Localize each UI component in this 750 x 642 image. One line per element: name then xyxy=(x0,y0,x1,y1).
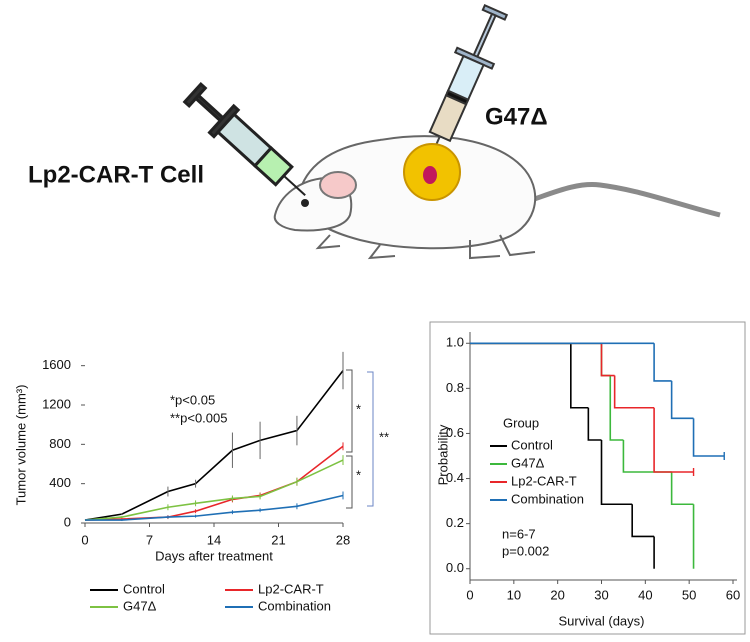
legend-label: Control xyxy=(123,581,165,596)
annotation: p=0.002 xyxy=(502,543,549,558)
y-tick-label: 1600 xyxy=(42,357,71,372)
annotation: *p<0.05 xyxy=(170,392,215,407)
legend-label: Lp2-CAR-T xyxy=(258,581,324,596)
annotation: n=6-7 xyxy=(502,526,536,541)
series-line xyxy=(84,459,344,521)
survival-step xyxy=(653,343,672,382)
y-tick-label: 0.2 xyxy=(446,515,464,530)
syringe-right xyxy=(423,3,509,171)
y-tick-label: 1200 xyxy=(42,396,71,411)
x-tick-label: 14 xyxy=(207,532,221,547)
x-tick-label: 40 xyxy=(638,587,652,602)
survival-step xyxy=(622,439,672,473)
x-tick-label: 21 xyxy=(271,532,285,547)
y-tick-label: 0 xyxy=(64,514,71,529)
bracket xyxy=(346,455,353,509)
series-line xyxy=(85,494,344,521)
x-tick-label: 10 xyxy=(507,587,521,602)
y-axis-title: Probability xyxy=(435,424,450,485)
x-axis-title: Days after treatment xyxy=(155,548,273,563)
x-tick-label: 28 xyxy=(336,532,350,547)
legend-title: Group xyxy=(503,415,539,430)
illustration-label: G47Δ xyxy=(485,103,548,130)
illustration-label: Lp2-CAR-T Cell xyxy=(28,161,204,188)
bracket xyxy=(367,371,374,507)
y-tick-label: 800 xyxy=(49,436,71,451)
legend-label: G47Δ xyxy=(511,455,545,470)
y-tick-label: 0.0 xyxy=(446,560,464,575)
survival-step xyxy=(631,504,655,538)
series-line xyxy=(84,370,344,521)
y-tick-label: 400 xyxy=(49,475,71,490)
y-axis-title: Tumor volume (mm³) xyxy=(13,385,28,506)
annotation: * xyxy=(356,401,361,416)
y-tick-label: 0.4 xyxy=(446,470,464,485)
survival-step xyxy=(609,375,624,441)
panel-frame xyxy=(429,321,746,635)
survival-step xyxy=(613,375,655,409)
syringe-left xyxy=(182,81,306,197)
x-axis-title: Survival (days) xyxy=(559,613,645,628)
legend-label: Lp2-CAR-T xyxy=(511,473,577,488)
x-tick-label: 0 xyxy=(81,532,88,547)
legend-label: G47Δ xyxy=(123,598,157,613)
x-tick-label: 60 xyxy=(726,587,740,602)
survival-step xyxy=(587,407,602,441)
annotation: ** xyxy=(379,429,389,444)
series-line xyxy=(84,445,344,521)
annotation: * xyxy=(356,467,361,482)
legend-label: Combination xyxy=(511,491,584,506)
x-tick-label: 30 xyxy=(594,587,608,602)
annotation: **p<0.005 xyxy=(170,410,227,425)
survival-step xyxy=(670,380,694,420)
survival-step xyxy=(653,407,694,473)
legend-label: Control xyxy=(511,437,553,452)
y-tick-label: 1.0 xyxy=(446,335,464,350)
mouse xyxy=(273,135,721,260)
survival-step xyxy=(600,343,615,377)
y-tick-label: 0.8 xyxy=(446,380,464,395)
survival-step xyxy=(692,418,725,457)
survival-step xyxy=(600,439,633,506)
x-tick-label: 20 xyxy=(550,587,564,602)
x-tick-label: 50 xyxy=(682,587,696,602)
y-tick-label: 0.6 xyxy=(446,425,464,440)
legend-label: Combination xyxy=(258,598,331,613)
bracket xyxy=(346,369,353,453)
tumor xyxy=(403,143,461,201)
survival-step xyxy=(570,343,589,409)
x-tick-label: 0 xyxy=(466,587,473,602)
survival-step xyxy=(670,472,694,506)
x-tick-label: 7 xyxy=(146,532,153,547)
survival-step xyxy=(600,343,611,377)
